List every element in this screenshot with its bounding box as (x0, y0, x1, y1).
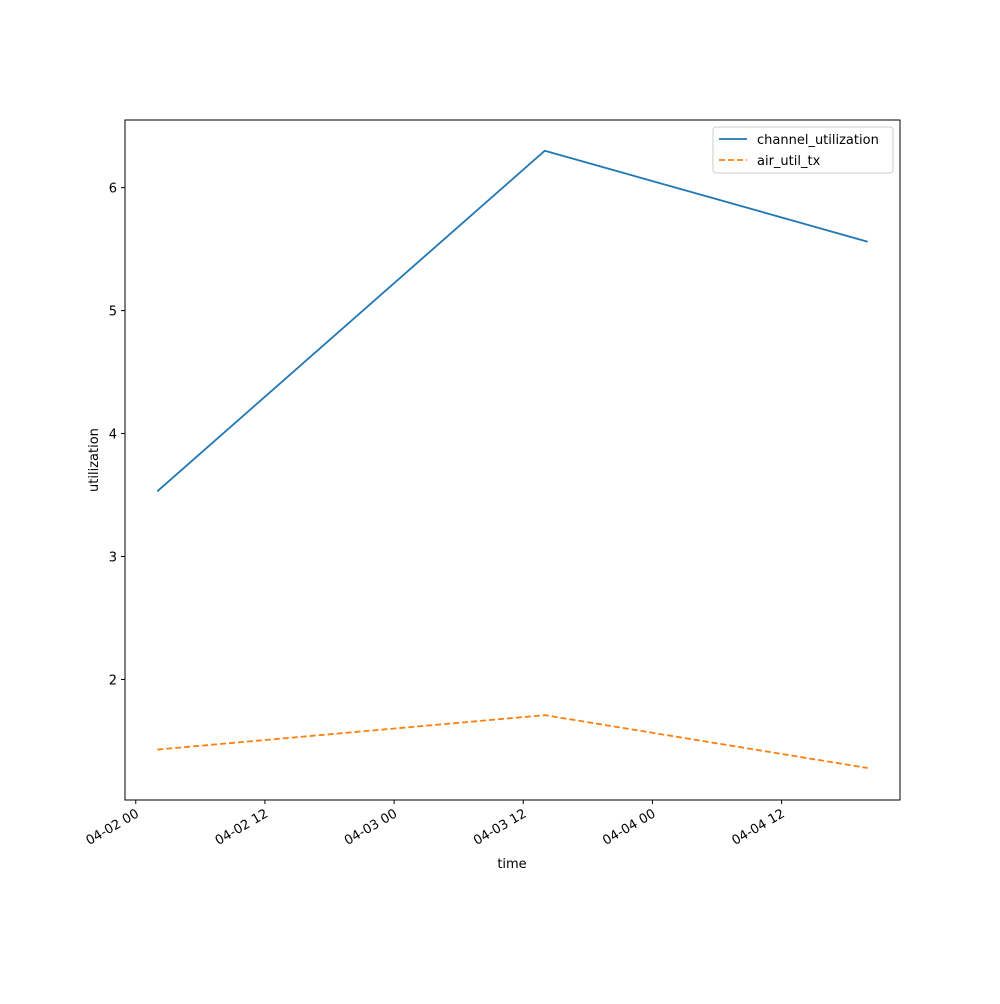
y-tick-label: 2 (109, 673, 117, 688)
y-tick-label: 5 (109, 305, 117, 320)
y-tick-label: 3 (109, 551, 117, 566)
x-axis-label: time (497, 857, 526, 872)
y-tick-label: 4 (109, 428, 117, 443)
legend-label: channel_utilization (757, 133, 879, 148)
line-series (157, 714, 868, 769)
y-tick-label: 6 (109, 182, 117, 197)
y-axis-label: utilization (87, 428, 102, 492)
legend-label: air_util_tx (757, 154, 821, 169)
legend-box (712, 126, 894, 174)
plot-frame (124, 119, 901, 801)
line-series (156, 149, 868, 493)
